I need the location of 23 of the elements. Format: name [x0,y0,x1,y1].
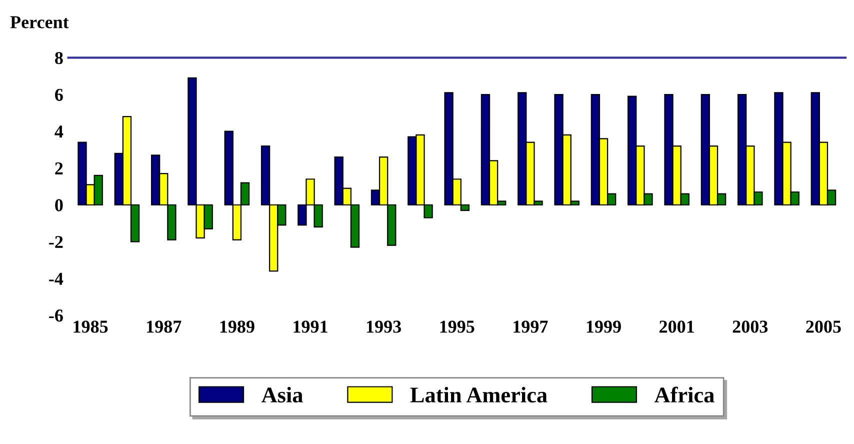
x-tick-label: 1999 [586,320,621,333]
x-tick-label: 2005 [806,320,841,333]
x-tick-label: 1989 [220,320,254,333]
y-tick-label: 6 [55,88,63,101]
y-tick-label: 8 [55,52,63,64]
y-tick-label: 0 [55,199,63,212]
x-tick-label: 1987 [147,320,182,333]
legend-label: Latin America [410,386,548,403]
x-tick-label: 1997 [514,320,548,333]
x-tick-label: 1985 [74,320,108,333]
y-axis-title: Percent [10,16,69,28]
y-tick-label: 2 [55,162,63,174]
x-tick-label: 1995 [440,320,474,333]
y-tick-label: -6 [49,310,63,322]
y-tick-label: -2 [49,236,63,248]
legend-label: Asia [262,386,303,403]
y-tick-label: 4 [54,126,64,138]
legend-label: Africa [654,386,714,403]
y-tick-label: -4 [49,272,64,285]
x-tick-label: 2003 [732,320,768,333]
x-tick-label: 1991 [294,320,328,333]
x-tick-label: 1993 [366,320,402,333]
x-tick-label: 2001 [660,320,694,333]
